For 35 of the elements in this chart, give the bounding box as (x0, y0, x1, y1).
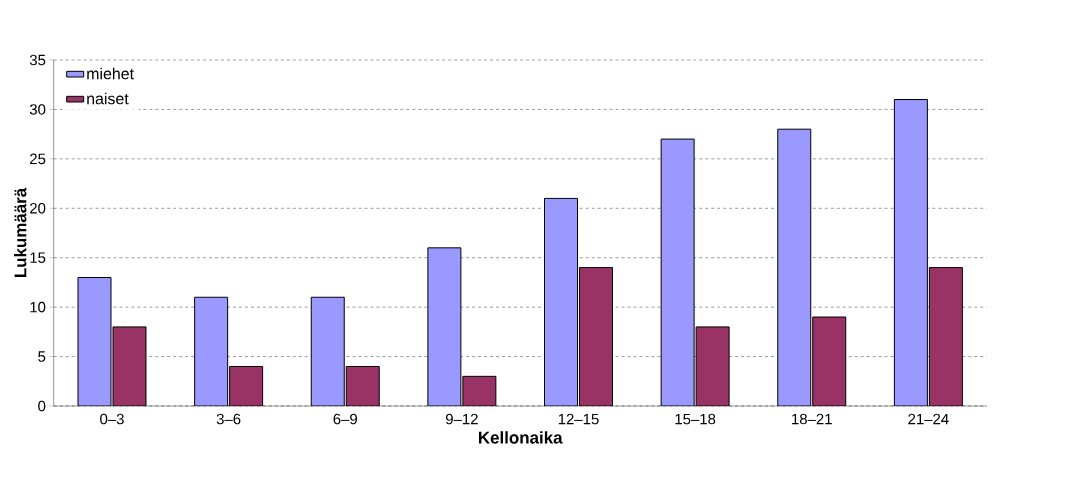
y-tick-label: 10 (30, 301, 46, 313)
y-tick-label: 30 (29, 104, 46, 115)
legend-label: miehet (87, 67, 134, 80)
bar (544, 197, 578, 406)
x-tick-label: 0–3 (100, 413, 124, 425)
y-tick-label: 20 (30, 202, 46, 214)
y-axis-title: Lukumäärä (14, 187, 27, 278)
bar (695, 326, 730, 406)
bar (77, 276, 112, 406)
x-tick-label: 21–24 (908, 413, 949, 425)
y-tick-label: 15 (30, 252, 46, 263)
bar (928, 267, 963, 406)
bar (579, 267, 613, 406)
x-axis-title: Kellonaika (478, 431, 563, 444)
y-tick-label: 0 (38, 400, 46, 412)
legend-label: naiset (87, 92, 129, 105)
bar (777, 128, 812, 406)
bar (112, 326, 147, 406)
y-tick-label: 35 (29, 54, 46, 66)
x-tick-label: 12–15 (558, 413, 599, 425)
x-tick-label: 6–9 (333, 413, 357, 425)
x-tick-label: 9–12 (445, 413, 478, 425)
x-tick-label: 18–21 (792, 413, 832, 425)
bar (310, 296, 345, 406)
bar (345, 365, 380, 406)
bar (194, 296, 229, 406)
bar (427, 247, 462, 406)
bar (812, 316, 847, 406)
y-tick-label: 25 (30, 153, 46, 165)
bar (660, 138, 695, 406)
y-tick-label: 5 (38, 351, 46, 362)
x-tick-label: 3–6 (216, 413, 241, 425)
bar (229, 365, 264, 406)
x-tick-label: 15–18 (675, 413, 716, 425)
bar (893, 99, 928, 406)
